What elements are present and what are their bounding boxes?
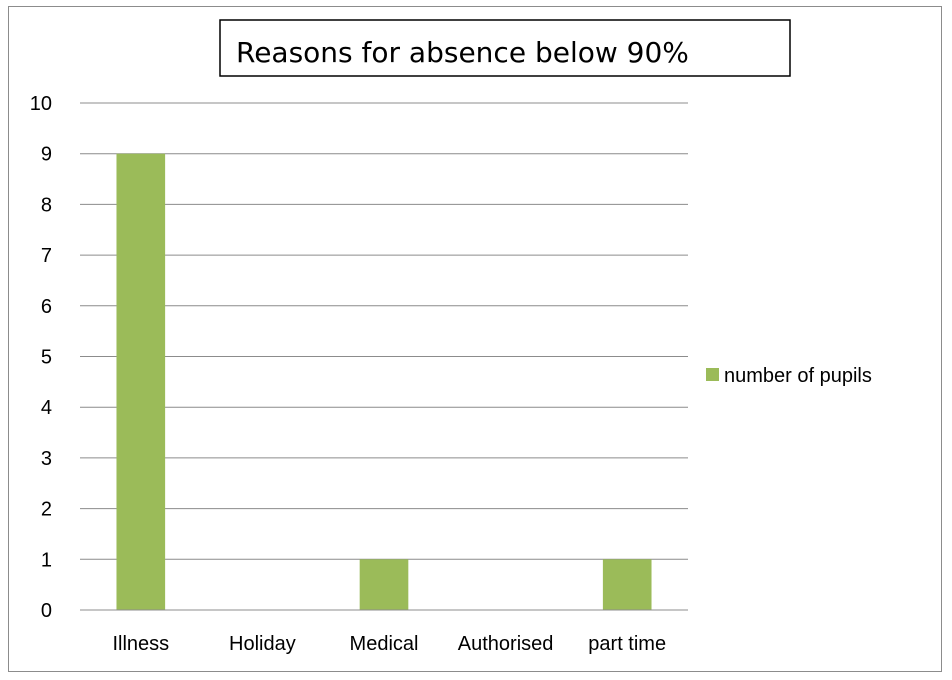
bar-part-time	[602, 559, 652, 610]
legend-swatch	[706, 368, 719, 381]
x-category-label: Holiday	[229, 633, 296, 655]
bar-medical	[359, 559, 409, 610]
legend-label: number of pupils	[724, 365, 872, 387]
chart-title: Reasons for absence below 90%	[236, 36, 689, 69]
legend: number of pupils	[706, 365, 872, 387]
title-border	[219, 19, 791, 77]
y-tick-label: 5	[41, 347, 52, 369]
bars	[116, 153, 652, 610]
y-tick-label: 0	[41, 600, 52, 622]
x-category-label: part time	[588, 633, 666, 655]
chart-title-box: Reasons for absence below 90%	[219, 19, 791, 77]
y-tick-label: 3	[41, 448, 52, 470]
x-axis-category-labels: Illness Holiday Medical Authorised part time	[112, 633, 666, 655]
y-tick-label: 10	[30, 93, 52, 115]
bar-illness	[116, 153, 166, 610]
y-tick-label: 4	[41, 397, 52, 419]
x-category-label: Medical	[350, 633, 419, 655]
y-axis-tick-labels: 0 1 2 3 4 5 6 7 8 9 10	[30, 93, 52, 622]
y-tick-label: 2	[41, 499, 52, 521]
y-tick-label: 8	[41, 194, 52, 216]
y-tick-label: 7	[41, 245, 52, 267]
y-tick-label: 6	[41, 296, 52, 318]
y-tick-label: 1	[41, 549, 52, 571]
x-category-label: Authorised	[458, 633, 554, 655]
x-category-label: Illness	[112, 633, 169, 655]
gridlines	[80, 102, 688, 560]
y-tick-label: 9	[41, 144, 52, 166]
